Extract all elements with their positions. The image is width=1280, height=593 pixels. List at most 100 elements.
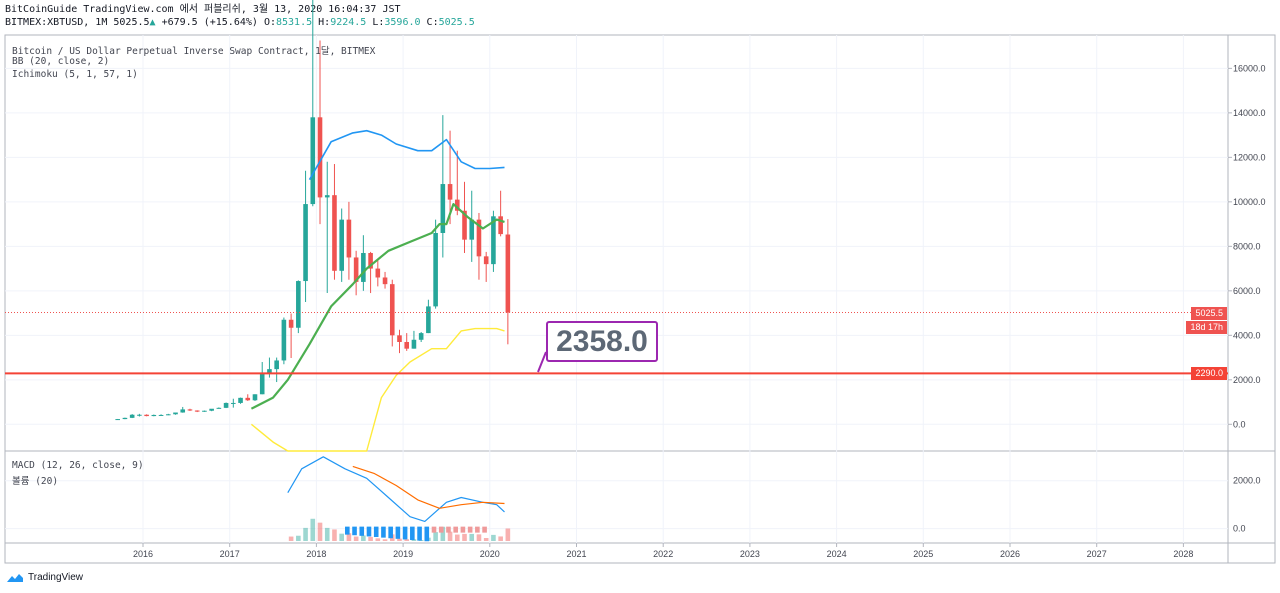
candle-body: [209, 408, 214, 411]
candle-body: [498, 216, 503, 235]
candle: [339, 208, 344, 282]
candle: [404, 333, 410, 351]
macd-histogram-bar: [460, 526, 466, 533]
price-tick-label: 12000.0: [1233, 152, 1266, 162]
macd-histogram-bar: [438, 526, 444, 533]
candle: [180, 406, 186, 413]
candle: [505, 219, 511, 345]
tradingview-logo[interactable]: TradingView: [6, 572, 83, 583]
volume-bar: [296, 535, 301, 541]
macd-histogram-bar: [352, 526, 357, 536]
volume-bar: [317, 522, 323, 541]
candle-body: [389, 284, 395, 336]
volume-bar: [440, 526, 446, 541]
candle: [469, 190, 475, 262]
macd-histogram-bar: [410, 526, 415, 541]
price-tick-label: 16000.0: [1233, 63, 1266, 73]
candle-body: [491, 216, 496, 265]
macd-line: [287, 456, 505, 522]
candle-body: [137, 414, 142, 416]
countdown-tag: 18d 17h: [1186, 321, 1227, 334]
candle-body: [476, 219, 482, 257]
candle-body: [129, 414, 135, 418]
macd-histogram-bar: [366, 526, 372, 537]
bb-basis-line: [250, 203, 505, 410]
high-label: H:: [318, 17, 331, 28]
candle: [288, 313, 294, 359]
volume-bar: [361, 535, 366, 541]
macd-histogram-bar: [417, 526, 422, 541]
candle: [324, 161, 330, 294]
candle-body: [426, 306, 431, 334]
signal-line: [352, 465, 505, 509]
price-tick-label: 14000.0: [1233, 108, 1266, 118]
ichimoku-legend[interactable]: Ichimoku (5, 1, 57, 1): [12, 69, 138, 80]
volume-bar: [324, 527, 330, 541]
candle: [137, 413, 142, 417]
price-tick-label: 10000.0: [1233, 197, 1266, 207]
time-tick-label: 2022: [653, 549, 673, 559]
candle-body: [151, 414, 157, 417]
last-price: 5025.5: [113, 17, 150, 28]
ohlc-header: BITMEX:XBTUSD, 1M 5025.5▲ +679.5 (+15.64…: [5, 17, 475, 29]
candle: [274, 357, 279, 383]
candle: [267, 357, 272, 378]
callout-pointer: [537, 351, 547, 373]
volume-legend[interactable]: 볼륨 (20): [12, 476, 59, 487]
candle-body: [144, 414, 149, 417]
candle-body: [216, 407, 222, 409]
symbol-legend: Bitcoin / US Dollar Perpetual Inverse Sw…: [12, 46, 376, 57]
time-tick-label: 2019: [393, 549, 413, 559]
candle-body: [454, 199, 460, 211]
candle-body: [462, 210, 467, 240]
symbol-label: BITMEX:XBTUSD, 1M: [5, 17, 108, 28]
volume-bar: [397, 538, 402, 541]
candle-body: [180, 409, 186, 413]
low-label: L:: [372, 17, 385, 28]
candle-body: [440, 184, 446, 233]
candle: [158, 414, 164, 416]
macd-histogram-bar: [424, 526, 430, 542]
time-tick-label: 2026: [1000, 549, 1020, 559]
macd-tick-label: 2000.0: [1233, 476, 1261, 486]
candle-body: [187, 409, 193, 411]
change-value: +679.5 (+15.64%): [161, 17, 258, 28]
time-tick-label: 2018: [306, 549, 326, 559]
price-tick-label: 2000.0: [1233, 375, 1261, 385]
volume-bar: [447, 531, 453, 541]
candle: [194, 410, 200, 413]
callout-label[interactable]: 2358.0: [546, 321, 658, 362]
macd-histogram-bar: [467, 526, 473, 533]
candle: [433, 219, 438, 309]
candle: [440, 115, 446, 258]
macd-tick-label: 0.0: [1233, 524, 1246, 534]
candle: [411, 330, 417, 349]
candle-body: [158, 414, 164, 416]
macd-histogram-bar: [395, 526, 401, 539]
time-tick-label: 2028: [1173, 549, 1193, 559]
macd-histogram-bar: [381, 526, 386, 538]
bb-legend[interactable]: BB (20, close, 2): [12, 56, 110, 67]
candle: [375, 259, 381, 287]
candle: [115, 418, 121, 421]
candle-body: [404, 341, 410, 349]
candle-body: [361, 253, 366, 282]
candle-body: [267, 369, 272, 374]
price-tick-label: 4000.0: [1233, 330, 1261, 340]
candle-body: [259, 373, 265, 395]
candle: [238, 397, 243, 404]
candle: [397, 329, 402, 354]
volume-bar: [375, 538, 381, 541]
macd-legend[interactable]: MACD (12, 26, close, 9): [12, 460, 144, 471]
candle-body: [483, 256, 489, 265]
candle: [231, 398, 236, 408]
publish-header: BitCoinGuide TradingView.com 에서 퍼블리쉬, 3월…: [5, 4, 401, 15]
candle-body: [397, 335, 402, 342]
bb-upper-line: [308, 129, 505, 180]
time-tick-label: 2023: [740, 549, 760, 559]
macd-histogram-bar: [453, 526, 458, 533]
macd-histogram-bar: [402, 526, 408, 540]
last-price-tag: 5025.5: [1191, 307, 1227, 320]
candle: [129, 414, 135, 419]
